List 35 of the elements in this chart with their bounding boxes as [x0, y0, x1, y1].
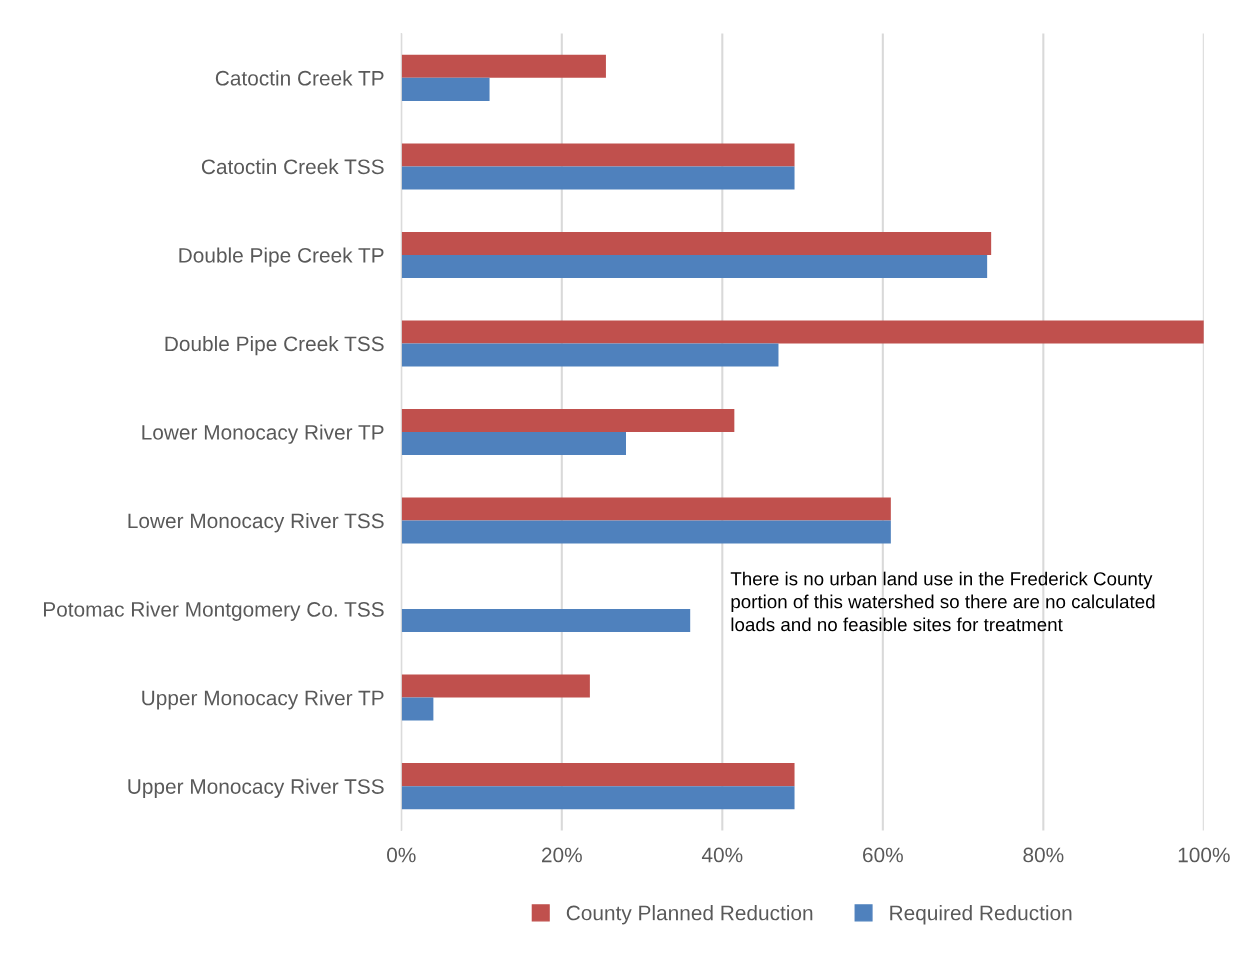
bar	[401, 77, 490, 101]
bar	[401, 497, 891, 521]
bar	[401, 54, 606, 78]
y-tick-label: Lower Monocacy River TSS	[128, 512, 384, 533]
legend-label: County Planned Reduction	[566, 905, 813, 925]
x-tick-label: 0%	[387, 847, 416, 863]
bar	[401, 697, 434, 721]
bar	[401, 763, 795, 787]
y-tick-label: Catoctin Creek TP	[215, 70, 384, 86]
y-tick-label: Upper Monocacy River TSS	[128, 778, 384, 799]
bar	[401, 343, 779, 367]
y-tick-label: Catoctin Creek TSS	[201, 158, 384, 175]
x-tick-label: 60%	[863, 847, 903, 863]
y-tick-label: Upper Monocacy River TP	[142, 690, 384, 710]
legend-label: Required Reduction	[890, 905, 1072, 925]
y-tick-label: Double Pipe Creek TP	[179, 247, 384, 267]
x-tick-label: 80%	[1023, 847, 1064, 863]
y-tick-label: Potomac River Montgomery Co. TSS	[44, 601, 384, 621]
x-tick-label: 20%	[541, 847, 582, 863]
bar	[401, 609, 691, 633]
y-tick-label: Lower Monocacy River TP	[142, 424, 384, 444]
bar	[401, 432, 626, 456]
bar	[401, 254, 988, 278]
bar	[401, 166, 795, 190]
bar	[401, 408, 735, 432]
bar	[401, 143, 795, 167]
bar	[401, 320, 1204, 344]
bar	[401, 520, 891, 544]
x-tick-label: 40%	[701, 847, 743, 863]
y-tick-label: Double Pipe Creek TSS	[165, 335, 384, 356]
bar	[401, 674, 590, 698]
annotation: There is no urban land use in the Frederick County portion of this watershed so there are no calculated loads and no feasible sites for treatment	[730, 571, 1155, 632]
bar	[401, 786, 795, 810]
bar	[401, 231, 992, 255]
x-tick-label: 100%	[1178, 847, 1230, 863]
